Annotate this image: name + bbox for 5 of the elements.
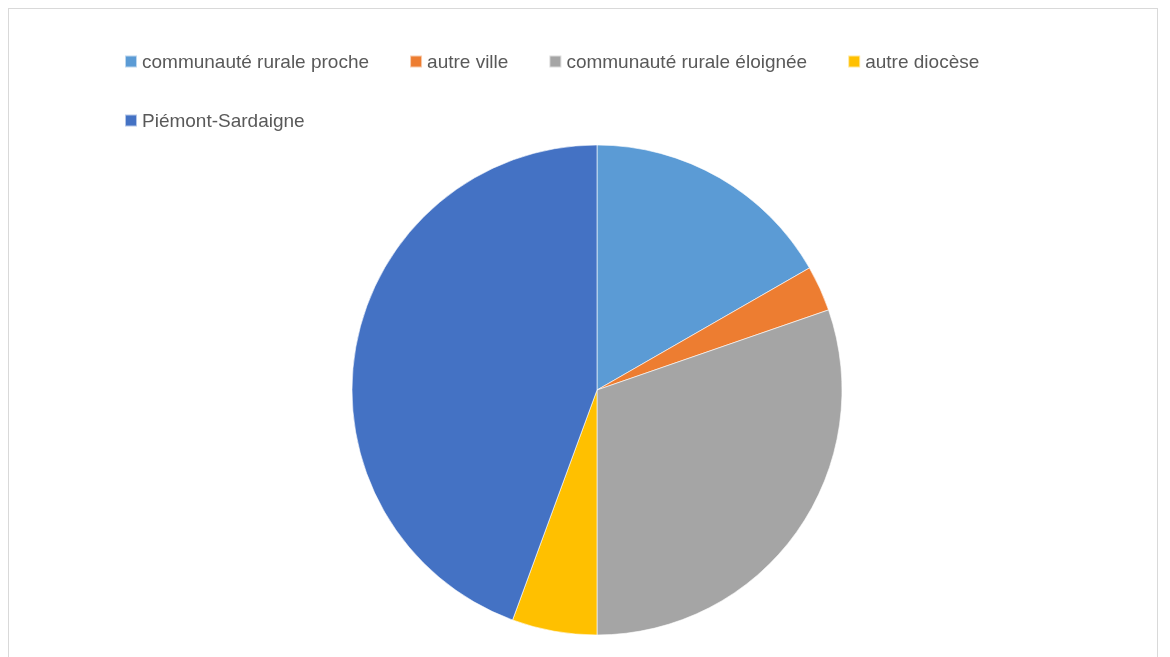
legend-label: Piémont-Sardaigne <box>142 110 305 131</box>
legend-label: autre diocèse <box>865 51 980 72</box>
legend-label: communauté rurale proche <box>142 51 370 72</box>
legend-label: communauté rurale éloignée <box>566 51 808 72</box>
legend-label: autre ville <box>427 51 509 72</box>
